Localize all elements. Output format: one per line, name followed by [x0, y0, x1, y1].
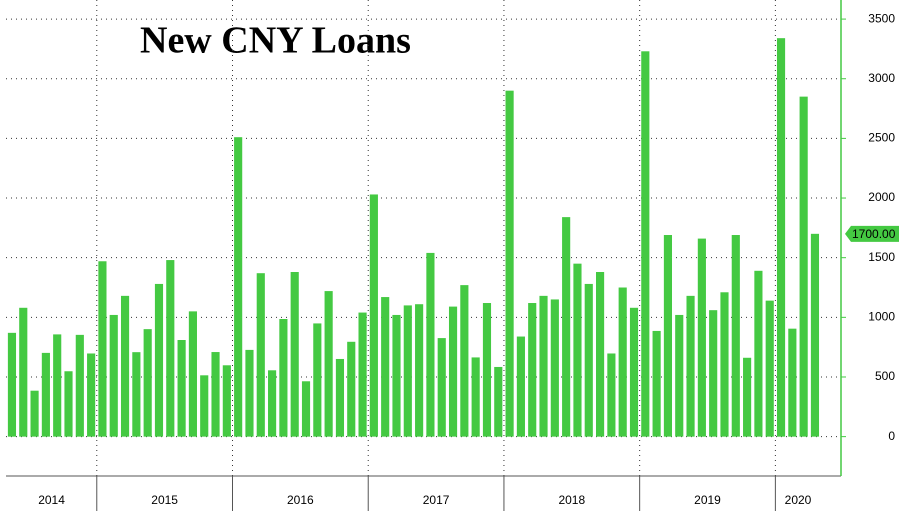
- bar: [324, 291, 333, 437]
- bar: [143, 329, 152, 437]
- bar: [573, 263, 582, 437]
- bar: [154, 283, 164, 437]
- bar: [765, 300, 774, 437]
- x-tick-label: 2014: [38, 493, 65, 507]
- x-tick-label: 2015: [151, 493, 178, 507]
- bar: [788, 328, 797, 437]
- x-tick-label: 2017: [423, 493, 450, 507]
- bar: [53, 334, 62, 437]
- bar: [652, 330, 661, 437]
- bar: [30, 390, 39, 437]
- bar: [607, 353, 616, 437]
- y-tick-label: 1500: [868, 250, 895, 264]
- bar: [19, 307, 28, 437]
- bar: [596, 272, 605, 437]
- bar: [279, 319, 288, 437]
- bar: [709, 310, 718, 437]
- bar: [482, 303, 492, 437]
- bar: [64, 371, 73, 437]
- bar: [234, 137, 243, 437]
- bar: [392, 314, 401, 437]
- bar: [437, 338, 446, 437]
- y-tick-label: 3500: [868, 11, 895, 25]
- y-tick-label: 3000: [868, 71, 895, 85]
- bar: [98, 261, 107, 437]
- y-tick-label: 0: [888, 429, 895, 443]
- bar: [494, 366, 503, 437]
- value-label: 1700.00: [852, 227, 896, 241]
- bar: [256, 273, 265, 437]
- y-tick-label: 500: [875, 369, 895, 383]
- bar: [245, 349, 254, 437]
- bar: [663, 235, 673, 437]
- bar: [120, 295, 130, 437]
- bar: [641, 51, 650, 437]
- bar: [290, 272, 299, 437]
- bar: [41, 352, 50, 437]
- bar: [426, 252, 435, 437]
- y-tick-label: 2500: [868, 131, 895, 145]
- bar: [776, 38, 786, 437]
- bar: [177, 340, 186, 437]
- y-tick-label: 2000: [868, 190, 895, 204]
- bar: [731, 235, 740, 437]
- bar: [686, 295, 695, 437]
- bar: [618, 287, 627, 437]
- bar: [75, 334, 84, 437]
- bar: [166, 260, 175, 437]
- x-tick-label: 2020: [785, 493, 812, 507]
- bar: [460, 285, 469, 437]
- x-tick-label: 2018: [558, 493, 585, 507]
- bar: [200, 375, 209, 437]
- chart-title: New CNY Loans: [140, 20, 411, 62]
- bar: [584, 283, 593, 437]
- bar: [810, 233, 820, 437]
- x-tick-label: 2016: [287, 493, 314, 507]
- bar: [799, 96, 808, 437]
- value-label-box: [845, 225, 899, 242]
- bar: [675, 314, 684, 437]
- bar: [754, 270, 763, 437]
- bar: [211, 352, 220, 437]
- bar: [313, 323, 322, 437]
- bar: [369, 194, 378, 437]
- bar: [222, 365, 231, 437]
- bar: [358, 312, 367, 437]
- bar: [347, 341, 356, 437]
- bar: [7, 332, 17, 437]
- bar: [471, 357, 480, 437]
- bar: [335, 358, 345, 437]
- bar: [550, 299, 559, 437]
- bar: [403, 305, 412, 437]
- bar: [516, 336, 525, 437]
- bar: [188, 311, 197, 437]
- bar: [268, 370, 277, 437]
- x-tick-label: 2019: [694, 493, 721, 507]
- bar: [301, 381, 311, 437]
- bar: [743, 357, 752, 437]
- bar: [528, 303, 537, 437]
- bar: [381, 297, 390, 437]
- y-tick-label: 1000: [868, 310, 895, 324]
- bar: [720, 292, 729, 437]
- bar: [415, 304, 424, 437]
- bar: [448, 306, 458, 437]
- bar: [87, 353, 96, 437]
- bar: [697, 238, 706, 437]
- bar: [505, 90, 514, 437]
- bar: [539, 295, 548, 437]
- bar: [132, 352, 141, 437]
- bar: [562, 217, 571, 437]
- bar: [109, 314, 118, 437]
- bar: [629, 307, 639, 437]
